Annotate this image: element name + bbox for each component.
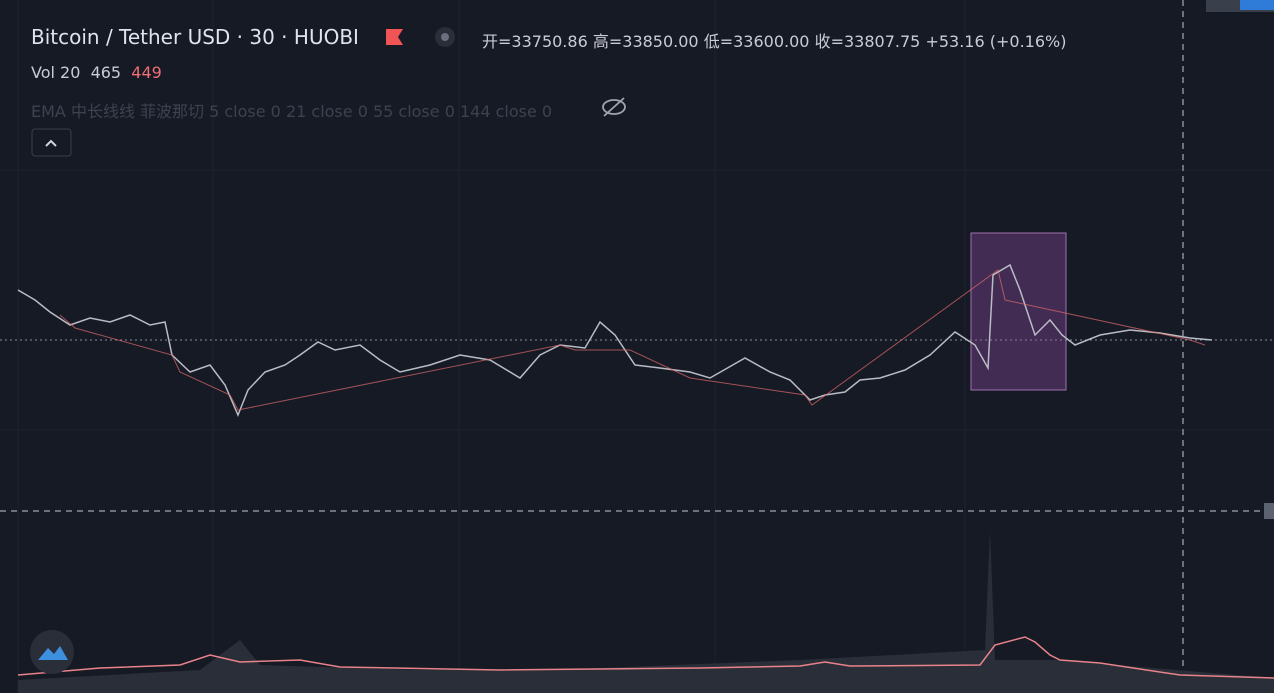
ohlc: 开=33750.86 高=33850.00 低=33600.00 收=33807… [482,28,1066,52]
volume-bars [18,530,1274,693]
flag-icon[interactable] [386,29,403,45]
change: +53.16 (+0.16%) [925,32,1067,51]
exchange: HUOBI [293,25,359,49]
indicator-label[interactable]: EMA 中长线线 菲波那切 5 close 0 21 close 0 55 cl… [31,102,553,121]
volume-legend: Vol 20 465 449 [31,63,162,82]
volume-label: Vol 20 [31,63,81,82]
axis-tag [1264,503,1274,519]
logo [38,646,68,660]
price-trace-red [59,269,1206,411]
collapse-icon [45,139,57,147]
volume-value: 465 [90,63,122,82]
low: 低=33600.00 [703,32,810,51]
symbol: Bitcoin / Tether USD [31,25,231,49]
interval: 30 [249,25,275,49]
highlight-box [970,232,1067,391]
symbol-title: Bitcoin / Tether USD · 30 · HUOBI [31,25,359,49]
visibility-icon[interactable] [602,97,626,117]
close: 收=33807.75 [814,32,921,51]
status-dot [441,33,449,41]
volume-ma [17,636,1274,679]
volume-ma-value: 449 [131,63,162,82]
high: 高=33850.00 [592,32,699,51]
open: 开=33750.86 [482,32,588,51]
axis-tag [1240,0,1274,10]
price-trace [17,263,1213,417]
